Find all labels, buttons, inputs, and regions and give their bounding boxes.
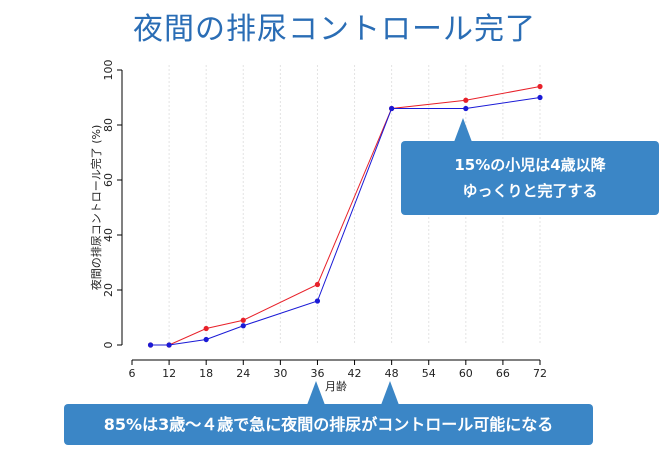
chart-axes: [117, 69, 541, 365]
y-tick-label-0: 0: [102, 342, 115, 349]
x-tick-label-6: 6: [129, 367, 136, 380]
callout-late-line1: 15%の小児は4歳以降: [454, 156, 606, 174]
x-tick-label-36: 36: [310, 367, 324, 380]
x-tick-label-72: 72: [533, 367, 547, 380]
data-point-blue-24: [240, 323, 246, 329]
x-tick-label-60: 60: [459, 367, 473, 380]
data-point-blue-9: [147, 342, 154, 348]
series-line-red: [150, 86, 541, 346]
chart-series: [147, 83, 543, 348]
data-point-blue-12: [166, 342, 172, 348]
callout-pointer-48: [381, 381, 399, 405]
data-point-red-36: [314, 281, 321, 288]
y-tick-label-40: 40: [102, 228, 115, 242]
data-point-red-18: [203, 325, 209, 332]
chart-labels: 0 20 40 60 80 100 6 12 18 24 30 36 42 48 54 60 66 72 月齢 夜間の…: [89, 60, 547, 394]
y-tick-label-60: 60: [102, 173, 115, 187]
data-point-red-72: [537, 83, 543, 90]
data-point-blue-18: [203, 336, 209, 343]
x-tick-label-48: 48: [385, 367, 399, 380]
y-tick-label-100: 100: [102, 60, 115, 81]
data-point-red-24: [240, 317, 246, 323]
x-tick-label-12: 12: [162, 367, 176, 380]
x-tick-label-30: 30: [273, 367, 287, 380]
x-tick-label-54: 54: [422, 367, 436, 380]
page-title: 夜間の排尿コントロール完了: [133, 12, 536, 47]
series-line-blue: [150, 97, 541, 346]
y-axis-title: 夜間の排尿コントロール完了 (%): [89, 125, 103, 291]
data-point-blue-60: [463, 105, 469, 112]
data-point-blue-48: [389, 105, 395, 112]
callout-pointer-60: [454, 118, 472, 142]
y-tick-label-80: 80: [102, 118, 115, 132]
callout-rapid-completion: 85%は3歳～４歳で急に夜間の排尿がコントロール可能になる: [64, 404, 593, 445]
callout-late-completion: 15%の小児は4歳以降 ゆっくりと完了する: [401, 141, 659, 215]
data-point-red-60: [463, 97, 469, 103]
x-axis-title: 月齢: [325, 379, 347, 393]
y-tick-label-20: 20: [102, 283, 115, 297]
x-tick-label-42: 42: [348, 367, 362, 380]
callout-late-line2: ゆっくりと完了する: [462, 182, 598, 200]
x-tick-label-18: 18: [199, 367, 213, 380]
x-tick-label-24: 24: [236, 367, 250, 380]
data-point-blue-36: [314, 298, 321, 304]
x-tick-label-66: 66: [496, 367, 510, 380]
data-point-blue-72: [537, 94, 543, 101]
callout-pointer-36: [307, 381, 325, 405]
